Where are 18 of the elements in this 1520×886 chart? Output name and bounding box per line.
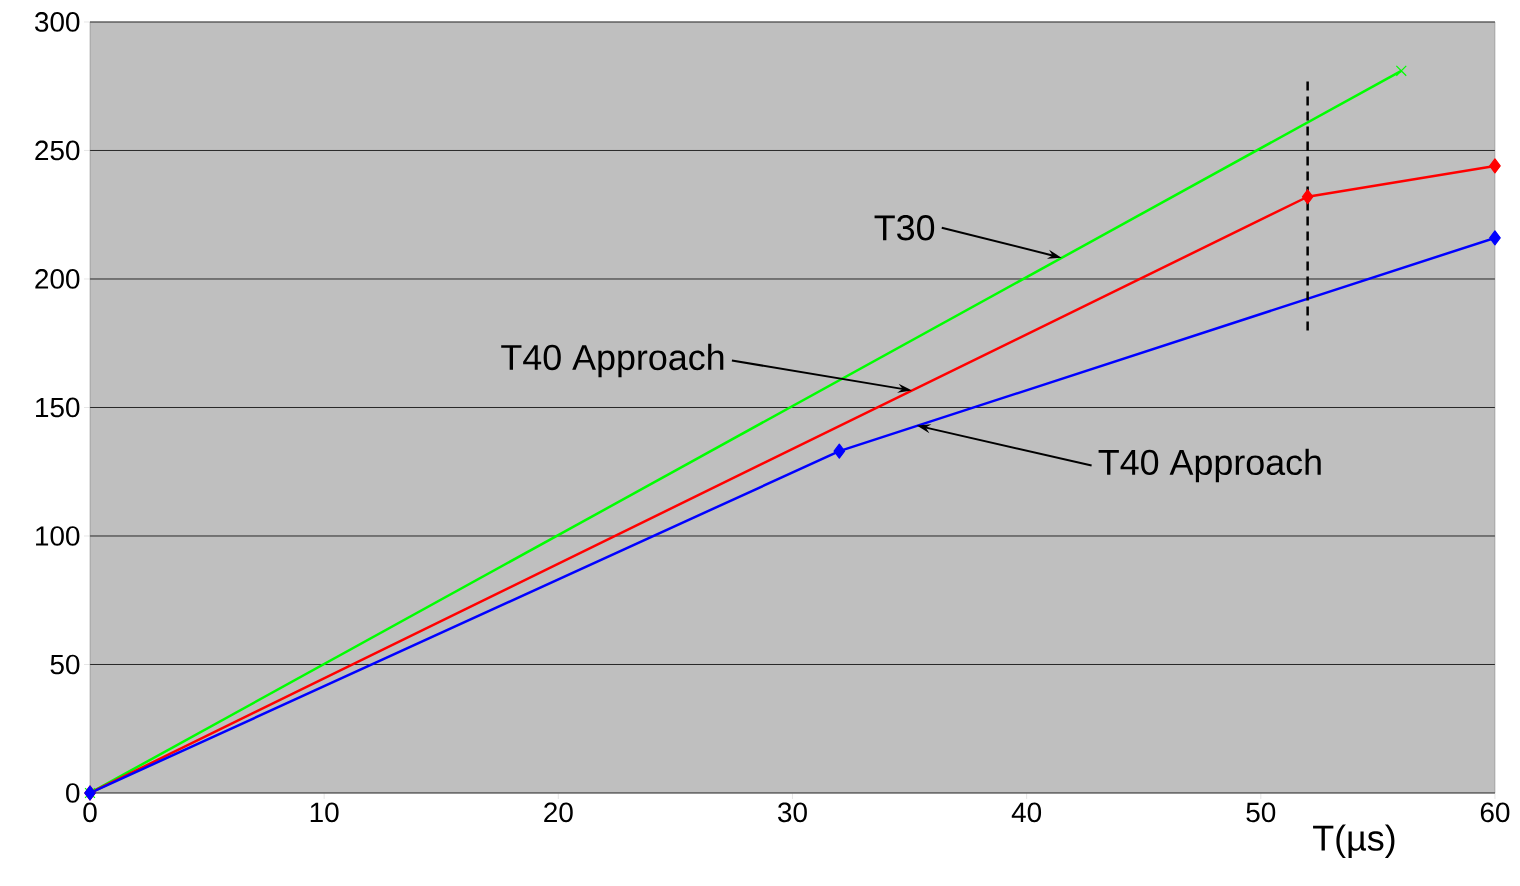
x-tick-label: 60: [1480, 802, 1510, 823]
annotation: T30: [874, 215, 935, 241]
x-tick-label: 30: [778, 802, 807, 823]
y-tick-label: 0: [66, 783, 80, 803]
y-tick-label: 50: [50, 654, 80, 675]
x-axis-title: T(µs): [1313, 824, 1395, 858]
x-tick-label: 40: [1011, 802, 1042, 823]
x-tick-label: 10: [310, 802, 339, 823]
y-tick-label: 300: [35, 12, 80, 32]
y-tick-label: 150: [36, 397, 80, 418]
annotation: T40 Approach: [501, 343, 724, 378]
y-tick-label: 100: [36, 526, 80, 546]
x-tick-label: 50: [1246, 802, 1276, 823]
x-tick-label: 20: [544, 802, 573, 823]
y-tick-label: 200: [35, 269, 80, 289]
y-tick-label: 250: [35, 140, 80, 161]
x-tick-label: 0: [83, 802, 97, 823]
annotation: T40 Approach: [1098, 448, 1321, 483]
